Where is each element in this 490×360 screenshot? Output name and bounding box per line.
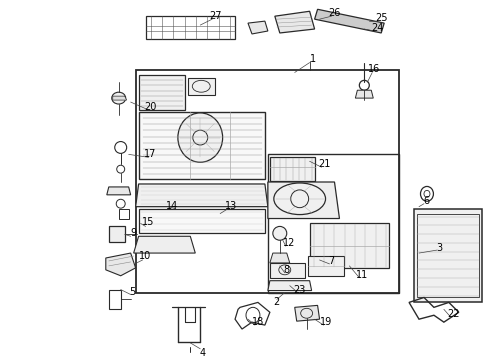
Polygon shape (113, 96, 127, 100)
Text: 24: 24 (371, 23, 384, 33)
Text: 18: 18 (252, 317, 264, 327)
Text: 26: 26 (328, 8, 341, 18)
Polygon shape (315, 9, 384, 33)
Text: 22: 22 (447, 309, 460, 319)
Text: 16: 16 (368, 63, 380, 73)
Bar (268, 154, 399, 293)
Polygon shape (270, 157, 315, 181)
Polygon shape (308, 256, 344, 276)
Text: 7: 7 (328, 256, 335, 266)
Text: 9: 9 (130, 228, 137, 238)
Polygon shape (268, 281, 312, 291)
Text: 8: 8 (284, 265, 290, 275)
Text: 10: 10 (140, 251, 152, 261)
Ellipse shape (273, 226, 287, 240)
Text: 15: 15 (143, 217, 155, 228)
Polygon shape (139, 112, 265, 179)
Bar (119, 209, 129, 219)
Text: 25: 25 (375, 13, 388, 23)
Polygon shape (139, 75, 185, 110)
Text: 3: 3 (436, 243, 442, 253)
Ellipse shape (112, 92, 125, 104)
Polygon shape (248, 21, 268, 34)
Polygon shape (310, 224, 389, 268)
Polygon shape (268, 182, 340, 219)
Text: 5: 5 (129, 287, 136, 297)
Polygon shape (107, 187, 131, 195)
Polygon shape (188, 78, 215, 95)
Polygon shape (106, 253, 136, 276)
Polygon shape (275, 11, 315, 33)
Text: 19: 19 (320, 317, 333, 327)
Ellipse shape (274, 183, 325, 215)
Polygon shape (355, 90, 373, 98)
Text: 12: 12 (283, 238, 295, 248)
Polygon shape (136, 184, 268, 207)
Text: 1: 1 (310, 54, 316, 64)
Bar (109, 289, 121, 309)
Text: 23: 23 (294, 284, 306, 294)
Text: 13: 13 (225, 201, 237, 211)
Text: 2: 2 (274, 297, 280, 307)
Polygon shape (134, 236, 196, 253)
Text: 6: 6 (423, 196, 429, 206)
Text: 11: 11 (356, 270, 368, 280)
Text: 4: 4 (199, 348, 205, 358)
Bar (414, 209, 482, 302)
Polygon shape (294, 305, 319, 321)
Text: 17: 17 (145, 149, 157, 159)
Text: 21: 21 (318, 159, 331, 169)
Text: 27: 27 (209, 11, 221, 21)
Polygon shape (270, 263, 305, 278)
Polygon shape (270, 253, 290, 263)
Text: 14: 14 (166, 201, 178, 211)
Bar (109, 226, 124, 242)
Polygon shape (139, 209, 265, 233)
Text: 20: 20 (145, 102, 157, 112)
Ellipse shape (178, 113, 222, 162)
Bar (136, 71, 399, 293)
Bar (417, 213, 479, 297)
